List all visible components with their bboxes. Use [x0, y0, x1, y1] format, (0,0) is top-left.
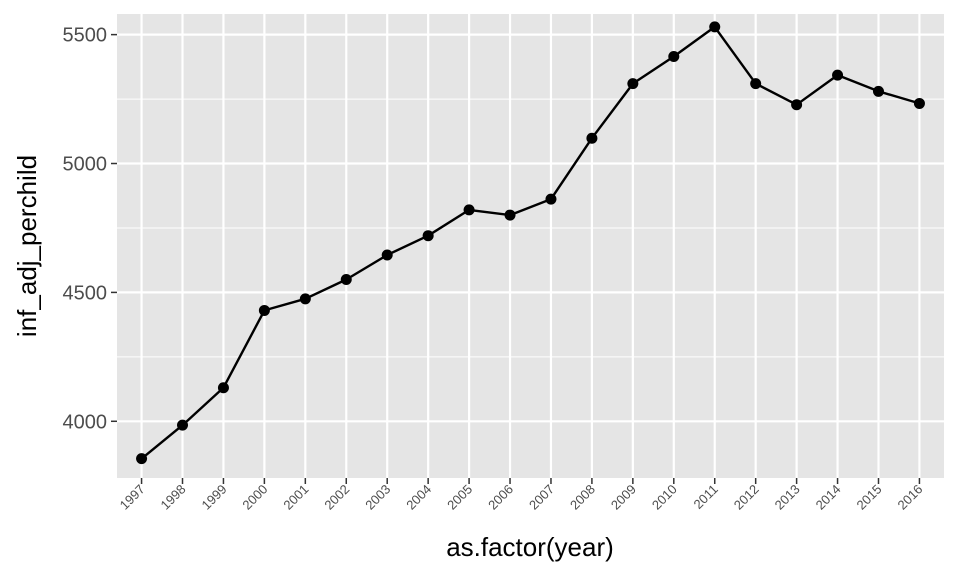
x-axis-ticks: 1997 1998 1999 2000 2001 2002 2003 2004 2005 2006… [117, 478, 926, 513]
x-tick-label: 2000 [239, 482, 270, 513]
x-tick-label: 2007 [526, 482, 557, 513]
y-tick-label: 5000 [63, 154, 108, 176]
data-point [750, 78, 762, 90]
x-tick-label: 2016 [894, 482, 925, 513]
x-tick-label: 1999 [199, 482, 230, 513]
data-point [504, 209, 516, 221]
x-tick-label: 2014 [813, 482, 844, 513]
x-tick-label: 2010 [649, 482, 680, 513]
x-tick-label: 2011 [690, 482, 720, 512]
x-tick-label: 1998 [158, 482, 189, 513]
data-point [177, 419, 189, 431]
data-point [340, 274, 352, 286]
x-tick-label: 2003 [362, 482, 393, 513]
series-line [140, 25, 920, 460]
x-tick-label: 2012 [731, 482, 762, 513]
y-tick-label: 4000 [63, 411, 108, 433]
data-point [627, 78, 639, 90]
x-tick-label: 2006 [485, 482, 516, 513]
data-point [299, 293, 311, 305]
x-tick-label: 2013 [772, 482, 803, 513]
x-tick-label: 2009 [608, 482, 639, 513]
data-point [217, 382, 229, 394]
plot-panel [117, 14, 944, 478]
x-axis-title: as.factor(year) [446, 532, 614, 562]
data-point [586, 132, 598, 144]
data-point [913, 97, 925, 109]
data-point [709, 21, 721, 33]
data-point [832, 69, 844, 81]
data-point [463, 204, 475, 216]
x-tick-label: 2001 [280, 482, 311, 513]
y-tick-label: 4500 [63, 282, 108, 304]
y-axis-title: inf_adj_perchild [12, 155, 42, 337]
data-point [791, 99, 803, 111]
major-gridlines [117, 14, 944, 478]
x-tick-label: 1997 [117, 482, 148, 513]
data-point [381, 249, 393, 261]
data-point [422, 230, 434, 242]
x-tick-label: 2002 [321, 482, 352, 513]
x-tick-label: 2004 [403, 482, 434, 513]
data-point [258, 304, 270, 316]
data-point [136, 453, 148, 465]
series-line-group [140, 25, 920, 460]
data-point [668, 51, 680, 63]
data-point [545, 193, 557, 205]
y-tick-label: 5500 [63, 25, 108, 47]
data-point [872, 85, 884, 97]
y-axis-ticks: 4000 4500 5000 5500 [63, 25, 117, 433]
series-points-group [136, 21, 925, 465]
x-tick-label: 2015 [854, 482, 885, 513]
x-tick-label: 2008 [567, 482, 598, 513]
x-tick-label: 2005 [444, 482, 475, 513]
